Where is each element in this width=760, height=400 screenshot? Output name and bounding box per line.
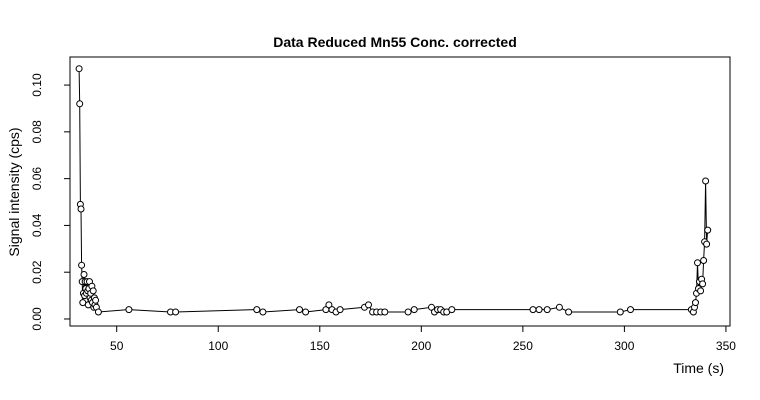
data-point [699, 280, 707, 288]
data-point [78, 261, 86, 269]
data-series [75, 65, 712, 316]
data-point [80, 271, 88, 278]
data-point [448, 306, 456, 314]
x-tick-label: 350 [716, 339, 736, 353]
data-point [700, 257, 708, 264]
x-tick-label: 250 [513, 339, 533, 353]
data-point [704, 226, 712, 234]
y-tick-label: 0.08 [30, 120, 44, 144]
data-point [77, 205, 85, 213]
data-point [336, 306, 344, 314]
data-point [302, 308, 310, 316]
x-tick-label: 200 [411, 339, 431, 353]
chart-title: Data Reduced Mn55 Conc. corrected [273, 34, 517, 50]
data-point [253, 306, 261, 314]
data-point [555, 303, 563, 311]
data-point [89, 287, 97, 295]
data-point [381, 308, 389, 316]
data-point [627, 306, 634, 314]
x-tick-label: 50 [110, 339, 124, 353]
x-axis-label: Time (s) [673, 360, 724, 376]
data-point [616, 308, 624, 316]
x-tick-label: 150 [310, 339, 330, 353]
data-point [259, 308, 267, 316]
x-tick-label: 300 [614, 339, 634, 353]
y-axis-label: Signal intensity (cps) [6, 127, 22, 256]
data-point [94, 308, 102, 316]
y-tick-label: 0.06 [30, 167, 44, 191]
data-point [694, 259, 701, 267]
data-point [92, 296, 100, 304]
data-point [76, 100, 84, 108]
y-axis: 0.00 0.02 0.04 0.06 0.08 0.10 [30, 73, 71, 331]
y-tick-label: 0.10 [30, 73, 44, 97]
data-point [125, 306, 133, 314]
data-point [172, 308, 180, 316]
data-point [565, 308, 573, 316]
y-tick-label: 0.02 [30, 260, 44, 284]
data-point [535, 306, 543, 314]
x-tick-label: 100 [208, 339, 228, 353]
y-tick-label: 0.00 [30, 307, 44, 331]
data-point [692, 299, 699, 307]
data-point [697, 287, 705, 295]
data-point [543, 306, 551, 314]
data-point [703, 240, 711, 248]
data-point [529, 306, 537, 314]
x-axis: 50 100 150 200 250 300 350 [110, 325, 736, 353]
data-point [296, 306, 303, 314]
series-line [78, 68, 709, 314]
data-point [702, 177, 710, 185]
y-tick-label: 0.04 [30, 213, 44, 237]
data-point [410, 306, 418, 314]
plot-frame [69, 56, 731, 327]
data-point [365, 301, 372, 309]
data-point [325, 301, 333, 309]
data-point [404, 308, 412, 316]
data-point [75, 65, 83, 73]
